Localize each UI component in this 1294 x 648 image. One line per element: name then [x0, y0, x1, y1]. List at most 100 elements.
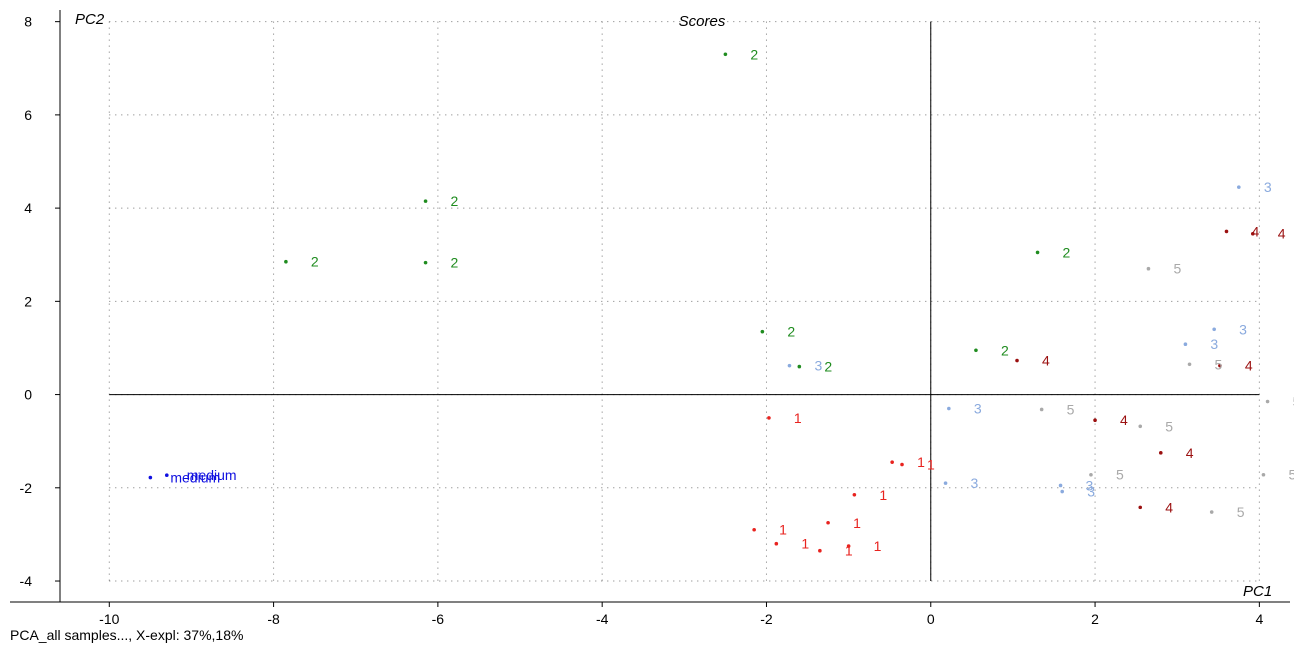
score-point [1158, 451, 1163, 455]
score-point-label: 4 [1165, 499, 1173, 515]
score-point [1183, 342, 1188, 347]
score-point-label: 5 [1237, 504, 1245, 520]
score-point [1265, 399, 1270, 404]
score-point-label: 2 [824, 359, 832, 375]
score-point [1058, 483, 1063, 488]
score-point-label: 3 [1210, 336, 1218, 352]
score-point-label: 5 [1067, 401, 1075, 417]
score-point-label: 3 [1087, 484, 1095, 500]
score-point-label: 2 [1001, 342, 1009, 358]
x-axis-title: PC1 [1243, 583, 1272, 600]
x-tick-label: 2 [1091, 611, 1099, 627]
x-tick-label: -2 [760, 611, 773, 627]
score-point [148, 475, 153, 480]
score-point [1138, 424, 1143, 429]
score-point-label: 2 [451, 193, 459, 209]
x-tick-label: 4 [1255, 611, 1263, 627]
score-point [1039, 407, 1044, 412]
score-point-label: 2 [451, 255, 459, 271]
score-point [1089, 472, 1093, 477]
score-point [890, 460, 894, 464]
score-point [1093, 418, 1097, 423]
score-point-label: 1 [874, 538, 882, 554]
score-point-label: 1 [801, 536, 809, 552]
score-point [1250, 231, 1255, 236]
score-point-label: 1 [845, 543, 853, 559]
y-tick-label: -2 [20, 480, 33, 496]
score-point-label: 5 [1173, 261, 1181, 277]
score-point-label: medium [170, 470, 220, 486]
score-point [1015, 358, 1019, 363]
score-point [1146, 266, 1151, 271]
chart-title: Scores [679, 13, 726, 30]
score-point-label: 1 [779, 522, 787, 538]
score-point-label: 3 [1086, 477, 1094, 493]
score-point-label: 3 [1239, 321, 1247, 337]
score-point-label: 2 [1063, 244, 1071, 260]
y-tick-label: 8 [24, 14, 32, 30]
y-tick-label: -4 [20, 573, 33, 589]
score-point [818, 548, 822, 553]
x-tick-label: -6 [432, 611, 445, 627]
score-point-label: 3 [974, 401, 982, 417]
score-point-label: 5 [1293, 394, 1294, 410]
score-point-label: 1 [917, 454, 925, 470]
score-point [752, 527, 756, 532]
score-point-label: 5 [1288, 467, 1294, 483]
score-point-label: 3 [814, 358, 822, 374]
score-point [846, 544, 851, 548]
score-point-label: 2 [311, 254, 319, 270]
score-point [760, 329, 765, 334]
x-tick-label: -4 [596, 611, 609, 627]
score-point-label: 1 [927, 456, 935, 472]
score-point-label: 4 [1042, 353, 1050, 369]
score-point-label: 4 [1245, 358, 1253, 374]
score-point [1209, 510, 1214, 514]
score-point [423, 260, 428, 265]
score-point [723, 52, 728, 57]
score-point [1218, 363, 1222, 368]
score-point [974, 348, 978, 353]
score-point-label: 1 [794, 410, 802, 426]
x-tick-label: -10 [99, 611, 119, 627]
score-point [826, 520, 830, 525]
score-point-label: 5 [1215, 356, 1223, 372]
score-point [1261, 472, 1266, 477]
score-point-label: medium [187, 467, 237, 483]
score-point-label: 4 [1186, 445, 1194, 461]
score-point [284, 259, 288, 264]
score-point [774, 541, 779, 546]
score-point-label: 4 [1278, 226, 1286, 242]
score-point [797, 364, 802, 369]
score-point [1060, 489, 1065, 494]
score-point-label: 5 [1116, 467, 1124, 483]
score-point [164, 473, 169, 478]
y-tick-label: 0 [24, 387, 32, 403]
score-point [787, 363, 792, 368]
score-point [1035, 250, 1040, 255]
score-point [1237, 185, 1241, 189]
score-point [423, 199, 428, 203]
score-point-label: 1 [853, 515, 861, 531]
y-tick-label: 6 [24, 107, 32, 123]
score-point-label: 5 [1165, 418, 1173, 434]
score-point [767, 416, 771, 420]
y-tick-label: 4 [24, 200, 32, 216]
y-tick-label: 2 [24, 293, 32, 309]
score-point [1138, 505, 1143, 510]
score-point [1224, 229, 1229, 234]
model-caption: PCA_all samples..., X-expl: 37%,18% [10, 627, 244, 643]
x-tick-label: 0 [927, 611, 935, 627]
score-point-label: 2 [787, 324, 795, 340]
score-point-label: 4 [1120, 412, 1128, 428]
score-point-label: 1 [879, 487, 887, 503]
score-point-label: 3 [1264, 179, 1272, 195]
score-point [943, 481, 948, 485]
score-point [900, 462, 904, 467]
score-point [1187, 362, 1192, 367]
x-tick-label: -8 [267, 611, 280, 627]
score-point-label: 3 [971, 475, 979, 491]
score-point-label: 4 [1251, 223, 1259, 239]
score-point [1212, 327, 1216, 332]
